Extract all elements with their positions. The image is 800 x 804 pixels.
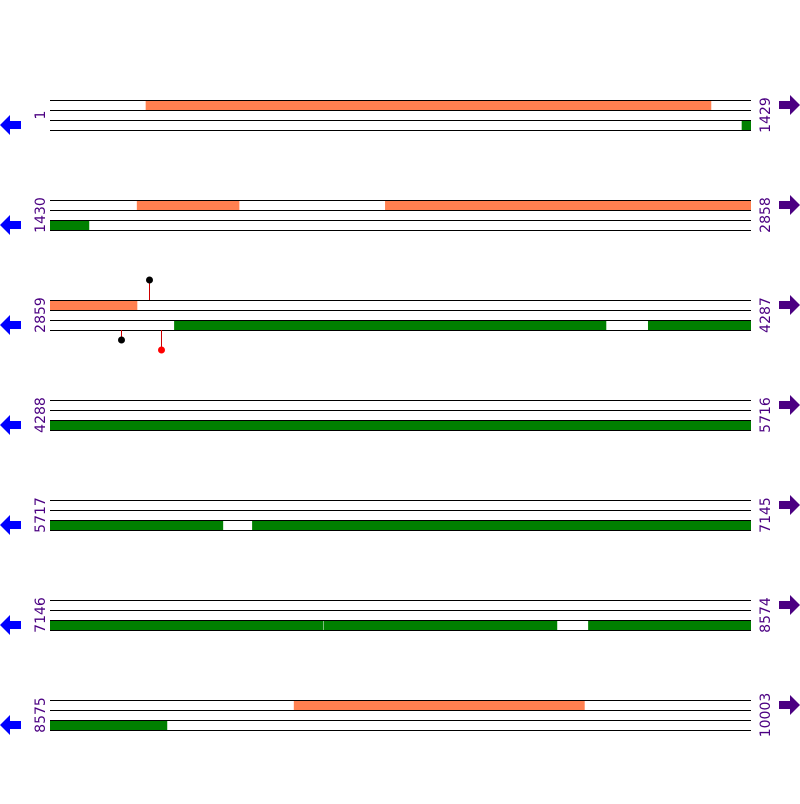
row-start-label: 2859: [33, 297, 49, 333]
marker-dot: [146, 276, 153, 284]
row-end-label: 5716: [758, 397, 774, 433]
arrow-right-icon[interactable]: [779, 495, 800, 515]
arrow-left-icon[interactable]: [0, 715, 21, 735]
bottom-strand-feature: [174, 320, 607, 330]
sequence-row: 8575 10003: [0, 693, 800, 738]
arrow-left-icon[interactable]: [0, 315, 21, 335]
bottom-strand-feature: [50, 720, 168, 730]
bottom-strand-feature: [588, 620, 751, 630]
row-start-label: 1: [33, 111, 49, 120]
arrow-right-icon[interactable]: [779, 595, 800, 615]
row-start-label: 5717: [33, 497, 49, 533]
bottom-strand-feature: [50, 620, 324, 630]
row-end-label: 10003: [758, 693, 774, 738]
top-strand-feature: [136, 200, 240, 210]
site-marker: [158, 330, 165, 354]
sequence-row: 5717 7145: [0, 495, 800, 535]
bottom-strand-feature: [50, 420, 751, 430]
row-end-label: 1429: [758, 97, 774, 133]
arrow-left-icon[interactable]: [0, 215, 21, 235]
arrow-right-icon[interactable]: [779, 95, 800, 115]
sequence-row: 4288 5716: [0, 395, 800, 435]
arrow-left-icon[interactable]: [0, 415, 21, 435]
bottom-strand-feature: [50, 520, 224, 530]
site-marker: [146, 276, 153, 300]
row-end-label: 8574: [758, 597, 774, 633]
marker-dot: [158, 346, 165, 354]
bottom-strand-feature: [50, 220, 90, 230]
top-strand-feature: [385, 200, 751, 210]
row-start-label: 4288: [33, 397, 49, 433]
arrow-left-icon[interactable]: [0, 515, 21, 535]
marker-dot: [118, 336, 125, 344]
row-start-label: 1430: [33, 197, 49, 233]
row-start-label: 8575: [33, 697, 49, 733]
row-end-label: 2858: [758, 197, 774, 233]
bottom-strand-feature: [647, 320, 751, 330]
bottom-strand-feature: [323, 620, 558, 630]
sequence-row: 1430 2858: [0, 195, 800, 235]
row-end-label: 7145: [758, 497, 774, 533]
top-strand-feature: [50, 300, 138, 310]
sequence-row: 1 1429: [0, 95, 800, 135]
arrow-left-icon[interactable]: [0, 115, 21, 135]
row-end-label: 4287: [758, 297, 774, 333]
top-strand-feature: [293, 700, 585, 710]
bottom-strand-feature: [252, 520, 751, 530]
arrow-right-icon[interactable]: [779, 395, 800, 415]
arrow-right-icon[interactable]: [779, 295, 800, 315]
top-strand-feature: [145, 100, 712, 110]
arrow-right-icon[interactable]: [779, 695, 800, 715]
bottom-strand-feature: [741, 120, 751, 130]
site-marker: [118, 330, 125, 344]
sequence-row: 2859 4287: [0, 276, 800, 354]
arrow-left-icon[interactable]: [0, 615, 21, 635]
arrow-right-icon[interactable]: [779, 195, 800, 215]
sequence-row: 7146 8574: [0, 595, 800, 635]
row-start-label: 7146: [33, 597, 49, 633]
